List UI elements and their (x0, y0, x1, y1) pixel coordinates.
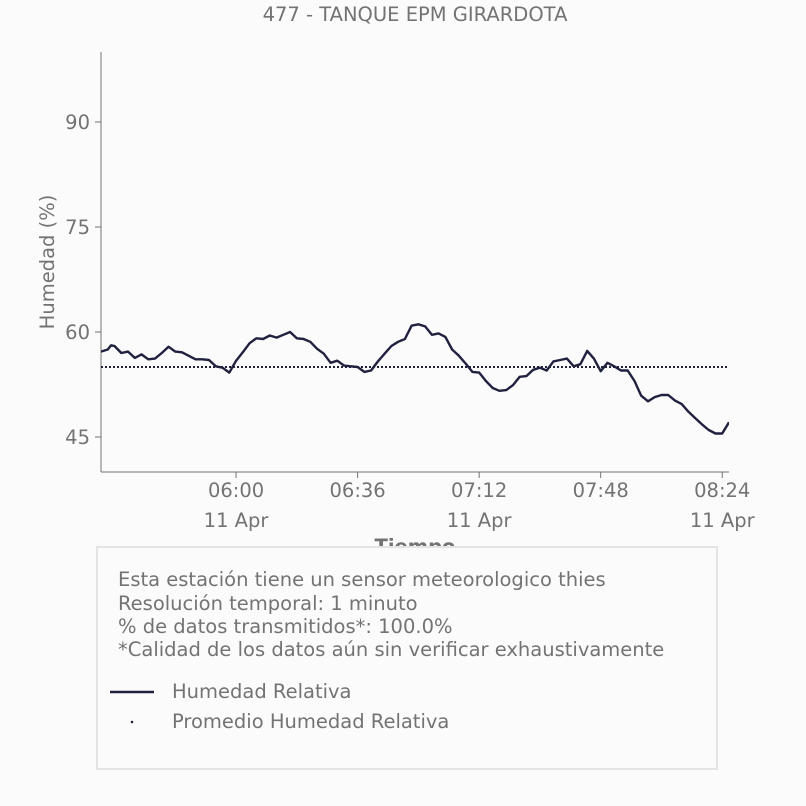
series-line-humedad (101, 323, 729, 435)
legend-label-humedad: Humedad Relativa (172, 680, 352, 703)
chart: 477 - TANQUE EPM GIRARDOTA Humedad (%) T… (36, 3, 756, 558)
y-axis-label: Humedad (%) (36, 195, 59, 330)
series-layer (101, 323, 729, 435)
legend-label-promedio: Promedio Humedad Relativa (172, 710, 450, 733)
info-quality-note: *Calidad de los datos aún sin verificar … (118, 638, 665, 661)
x-tick-label: 06:36 (330, 479, 386, 502)
legend-swatch-solid (110, 690, 154, 694)
y-tick-label: 90 (65, 111, 90, 134)
y-tick-label: 45 (65, 426, 90, 449)
x-tick-label: 07:48 (573, 479, 629, 502)
info-legend-box: Esta estación tiene un sensor meteorolog… (96, 546, 718, 770)
x-tick-label: 07:12 (451, 479, 507, 502)
x-tick-label: 06:00 (208, 479, 264, 502)
y-tick-label: 60 (65, 321, 90, 344)
legend-item-promedio: Promedio Humedad Relativa (110, 710, 670, 734)
ticks: 45 60 75 90 06:00 11 Apr 06:36 07:12 11 Apr 07:48… (65, 111, 755, 532)
info-resolution: Resolución temporal: 1 minuto (118, 592, 418, 615)
x-tick-sublabel: 11 Apr (447, 509, 513, 532)
info-transmitted: % de datos transmitidos*: 100.0% (118, 615, 453, 638)
legend-swatch-dotted (130, 720, 134, 724)
y-tick-label: 75 (65, 216, 90, 239)
x-tick-sublabel: 11 Apr (690, 509, 756, 532)
axes (100, 52, 729, 473)
legend-item-humedad: Humedad Relativa (110, 680, 670, 704)
x-tick-sublabel: 11 Apr (204, 509, 270, 532)
chart-title: 477 - TANQUE EPM GIRARDOTA (263, 3, 568, 26)
info-sensor: Esta estación tiene un sensor meteorolog… (118, 568, 606, 591)
x-tick-label: 08:24 (694, 479, 750, 502)
